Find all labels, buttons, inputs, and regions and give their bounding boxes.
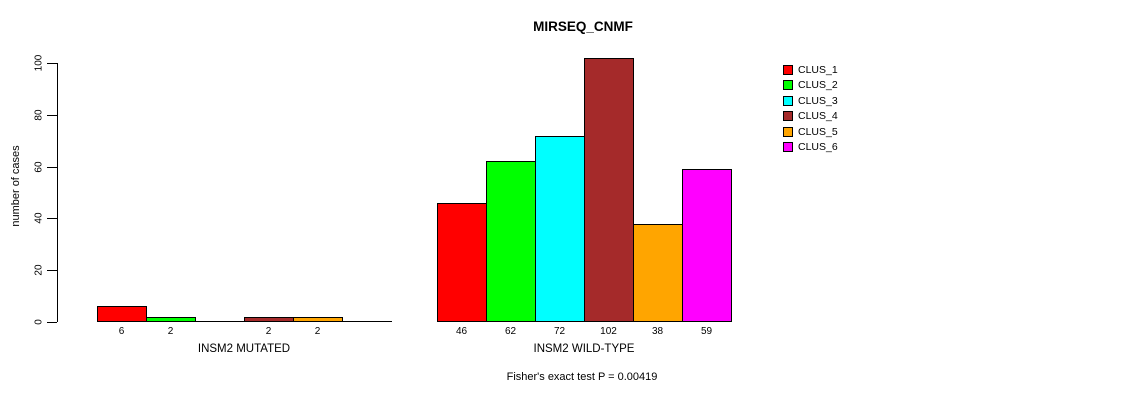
chart-title: MIRSEQ_CNMF [533,19,633,34]
x-group-label-mutated: INSM2 MUTATED [197,343,291,355]
legend: CLUS_1 CLUS_2 CLUS_3 CLUS_4 CLUS_5 CLUS_6 [783,62,838,155]
legend-swatch-clus_5 [783,126,793,137]
legend-swatch-clus_3 [783,95,793,106]
bar-value-label: 2 [314,326,321,337]
legend-label: CLUS_1 [798,63,838,76]
legend-item-clus_6: CLUS_6 [783,140,838,156]
y-tick [47,218,57,219]
bar-CLUS_4 [584,58,634,322]
y-tick-label: 20 [33,264,45,276]
legend-item-clus_3: CLUS_3 [783,93,838,109]
y-tick [47,167,57,168]
legend-label: CLUS_2 [798,79,838,92]
legend-label: CLUS_6 [798,141,838,154]
legend-item-clus_1: CLUS_1 [783,62,838,78]
legend-label: CLUS_4 [798,110,838,123]
legend-item-clus_2: CLUS_2 [783,78,838,94]
y-tick [47,322,57,323]
x-group-label-wildtype: INSM2 WILD-TYPE [533,343,635,355]
legend-label: CLUS_3 [798,94,838,107]
legend-swatch-clus_4 [783,111,793,122]
y-axis-line [57,63,58,322]
bar-value-label: 102 [600,326,617,337]
bar-CLUS_5 [293,317,343,322]
bar-CLUS_1 [437,203,487,322]
bar-CLUS_2 [146,317,196,322]
legend-item-clus_4: CLUS_4 [783,109,838,125]
legend-item-clus_5: CLUS_5 [783,124,838,140]
bar-CLUS_1 [97,306,147,322]
bar-CLUS_4 [244,317,294,322]
y-tick-label: 0 [33,319,45,325]
y-axis-label: number of cases [10,145,22,227]
bar-value-label: 46 [455,326,468,337]
bar-value-label: 72 [553,326,566,337]
bar-CLUS_6 [682,169,732,322]
bar-CLUS_5 [633,224,683,322]
y-tick-label: 40 [33,212,45,224]
bar-value-label: 6 [118,326,125,337]
y-tick [47,63,57,64]
y-tick [47,270,57,271]
bar-value-label: 59 [700,326,713,337]
y-tick [47,115,57,116]
legend-swatch-clus_1 [783,64,793,75]
bar-CLUS_2 [486,161,536,322]
legend-swatch-clus_6 [783,142,793,153]
bar-value-label: 38 [651,326,664,337]
legend-label: CLUS_5 [798,125,838,138]
fisher-test-annotation: Fisher's exact test P = 0.00419 [506,371,658,383]
bar-CLUS_3 [535,136,585,322]
y-tick-label: 80 [33,109,45,121]
bar-value-label: 2 [265,326,272,337]
bar-value-label: 62 [504,326,517,337]
legend-swatch-clus_2 [783,80,793,91]
y-tick-label: 60 [33,161,45,173]
y-tick-label: 100 [33,54,45,72]
bar-value-label: 2 [167,326,174,337]
